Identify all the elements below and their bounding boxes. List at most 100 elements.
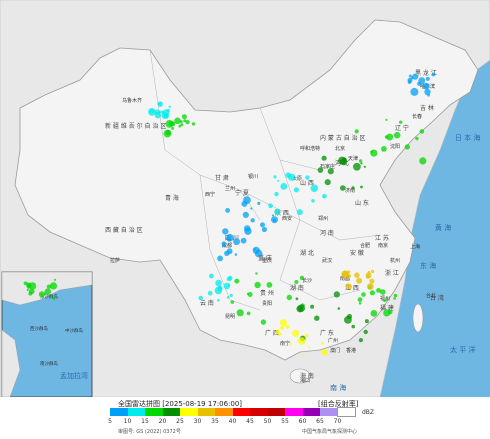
radar-echo: [425, 76, 430, 81]
scale-tick: 55: [281, 418, 289, 425]
region-label: 吉 林: [420, 104, 434, 112]
radar-echo: [274, 191, 279, 197]
radar-echo: [183, 119, 187, 123]
radar-echo: [163, 129, 172, 138]
color-swatch: [110, 408, 128, 416]
radar-echo: [280, 183, 288, 190]
color-swatch: [302, 408, 320, 416]
city-label: 杭州: [390, 257, 400, 264]
scale-tick: 65: [316, 418, 324, 425]
radar-echo: [246, 292, 249, 295]
radar-echo: [308, 346, 311, 349]
sea-label: 南 海: [330, 383, 346, 392]
color-swatch: [162, 408, 180, 416]
radar-echo: [297, 337, 306, 345]
radar-echo: [363, 165, 366, 168]
city-label: 石家庄: [320, 163, 335, 170]
radar-echo: [260, 319, 267, 325]
radar-echo: [255, 272, 258, 275]
city-label: 长沙: [302, 277, 312, 284]
radar-echo: [254, 281, 261, 289]
radar-echo: [412, 73, 419, 80]
scale-tick: 10: [123, 418, 132, 425]
radar-echo: [376, 288, 381, 293]
radar-echo: [285, 172, 292, 178]
city-label: 北京: [335, 145, 345, 152]
radar-echo: [280, 325, 285, 330]
city-label: 南京: [378, 242, 388, 249]
radar-echo: [215, 279, 222, 287]
radar-echo: [268, 203, 273, 209]
radar-echo: [274, 208, 281, 215]
radar-echo: [234, 253, 238, 256]
radar-echo: [233, 238, 241, 246]
city-label: 郑州: [318, 215, 328, 222]
data-source: 中国气象局气象探测中心: [302, 429, 358, 435]
region-label: 宁 夏: [235, 189, 249, 197]
radar-echo: [346, 313, 353, 320]
radar-echo: [221, 243, 226, 248]
radar-echo: [198, 295, 203, 301]
city-label: 重庆: [262, 257, 272, 264]
radar-echo: [240, 237, 247, 244]
radar-echo: [393, 297, 396, 300]
radar-echo: [293, 187, 299, 193]
city-label: 南昌: [340, 275, 350, 282]
region-label: 福 建: [380, 304, 394, 312]
radar-echo: [383, 309, 391, 317]
city-label: 呼和浩特: [300, 145, 320, 152]
radar-echo: [381, 146, 387, 152]
city-label: 海口: [300, 377, 310, 384]
radar-echo: [337, 307, 341, 310]
radar-echo: [26, 288, 29, 291]
city-label: 上海: [410, 243, 420, 250]
city-label: 天津: [348, 155, 358, 162]
color-swatch: [127, 408, 145, 416]
radar-echo: [341, 270, 349, 279]
radar-echo: [311, 199, 315, 203]
city-label: 成都: [222, 242, 232, 249]
radar-echo: [226, 233, 234, 242]
region-label: 青 海: [165, 194, 179, 202]
region-label: 山 西: [300, 179, 314, 187]
radar-echo: [342, 157, 347, 162]
city-label: 合肥: [360, 242, 370, 249]
scale-tick: 5: [108, 418, 112, 425]
region-label: 江 苏: [375, 234, 389, 242]
color-swatch: [336, 407, 356, 417]
radar-echoes: [23, 72, 436, 356]
radar-echo: [250, 218, 255, 223]
legend-product: [组合反射率]: [318, 400, 359, 408]
city-label: 澳门: [330, 347, 340, 354]
radar-echo: [353, 162, 361, 171]
radar-echo: [296, 209, 303, 216]
radar-echo: [304, 333, 309, 338]
radar-echo: [179, 120, 183, 124]
region-label: 湖 南: [290, 284, 304, 292]
radar-echo: [310, 304, 315, 309]
radar-echo: [279, 319, 287, 327]
city-label: 拉萨: [110, 257, 120, 264]
radar-echo: [327, 168, 334, 175]
radar-echo: [322, 193, 327, 199]
sea-label: 黄 海: [435, 223, 451, 232]
radar-echo: [366, 275, 370, 279]
region-label: 甘 肃: [215, 174, 229, 182]
radar-echo: [252, 246, 260, 254]
radar-echo: [354, 272, 360, 279]
city-label: 南宁: [280, 340, 290, 347]
radar-echo: [354, 129, 359, 134]
radar-echo: [407, 77, 413, 83]
scale-tick: 70: [333, 418, 342, 425]
region-label: 黑 龙 江: [415, 69, 437, 77]
radar-echo: [257, 201, 261, 205]
radar-echo: [369, 290, 375, 296]
region-label: 陕 西: [275, 209, 289, 217]
city-label: 福州: [380, 295, 390, 302]
radar-echo: [419, 157, 427, 165]
legend-unit: dBZ: [362, 409, 375, 416]
radar-echo: [158, 102, 162, 106]
scale-tick: 20: [158, 418, 167, 425]
radar-echo: [49, 282, 58, 290]
